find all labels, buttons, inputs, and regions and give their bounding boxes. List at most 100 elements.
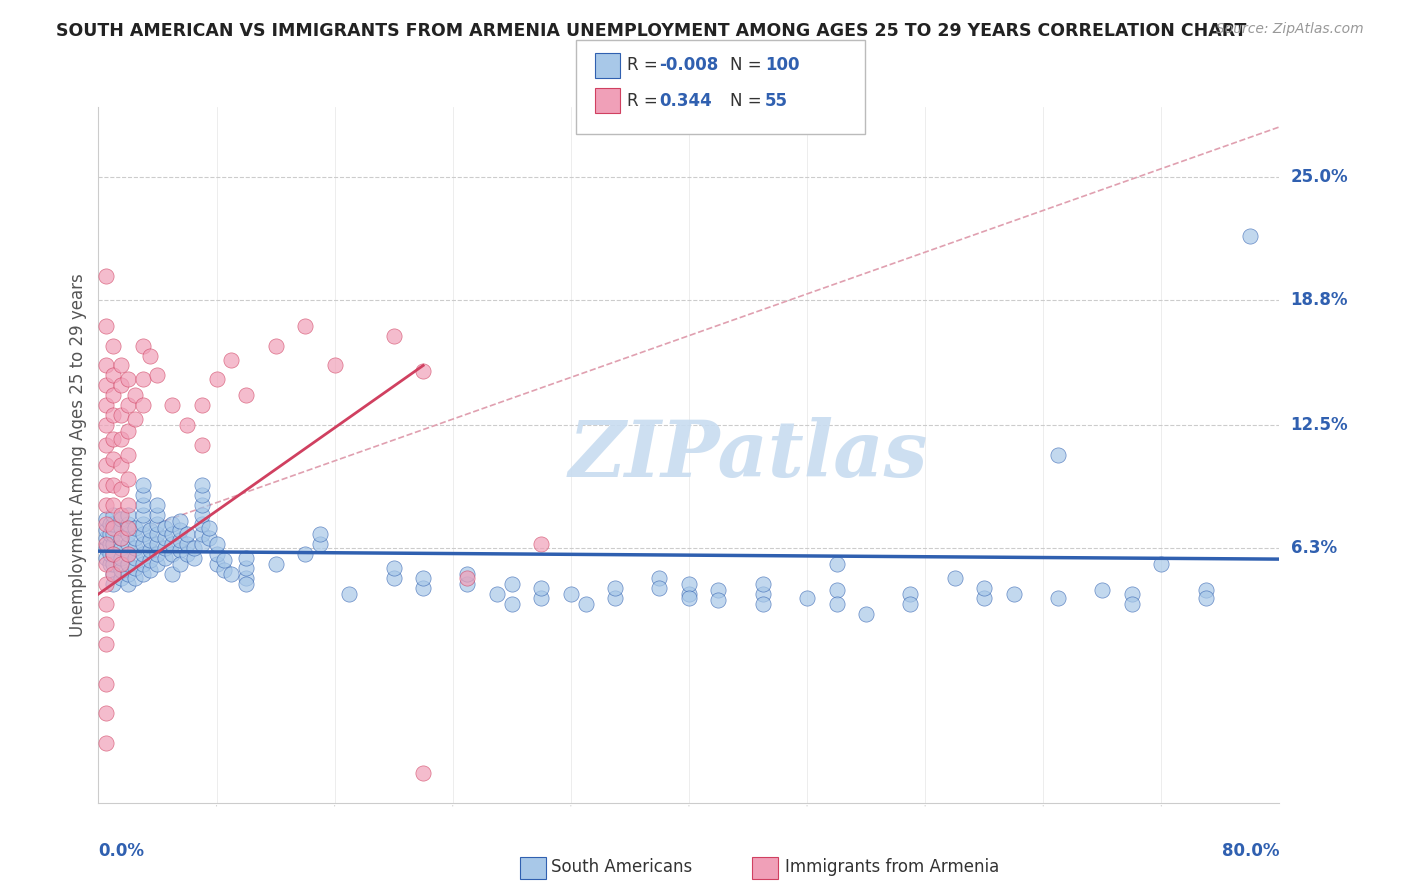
- Point: [103, 517, 125, 532]
- Point: [132, 537, 155, 551]
- Point: [456, 571, 478, 585]
- Point: [98, 527, 121, 541]
- Point: [110, 432, 132, 446]
- Text: 100: 100: [765, 56, 800, 74]
- Point: [103, 567, 125, 582]
- Point: [132, 477, 155, 491]
- Point: [117, 521, 139, 535]
- Text: 25.0%: 25.0%: [1291, 168, 1348, 186]
- Point: [153, 551, 176, 566]
- Point: [678, 591, 700, 605]
- Point: [103, 408, 125, 422]
- Point: [1002, 587, 1025, 601]
- Point: [169, 558, 191, 572]
- Point: [132, 488, 155, 502]
- Point: [103, 498, 125, 512]
- Point: [139, 533, 162, 548]
- Point: [162, 527, 183, 541]
- Point: [117, 472, 139, 486]
- Text: 12.5%: 12.5%: [1291, 416, 1348, 434]
- Text: R =: R =: [627, 56, 664, 74]
- Point: [973, 591, 995, 605]
- Point: [412, 581, 434, 595]
- Point: [191, 488, 214, 502]
- Point: [707, 593, 730, 607]
- Point: [412, 571, 434, 585]
- Point: [560, 587, 582, 601]
- Point: [124, 412, 146, 426]
- Point: [855, 607, 877, 621]
- Point: [94, 577, 117, 591]
- Point: [94, 477, 117, 491]
- Point: [486, 587, 509, 601]
- Point: [94, 706, 117, 721]
- Point: [183, 541, 205, 556]
- Point: [456, 567, 478, 582]
- Point: [751, 577, 773, 591]
- Point: [146, 508, 169, 522]
- Text: 0.0%: 0.0%: [98, 842, 145, 860]
- Point: [124, 521, 146, 535]
- Point: [169, 514, 191, 528]
- Point: [751, 597, 773, 611]
- Point: [235, 551, 257, 566]
- Point: [94, 318, 117, 333]
- Point: [825, 558, 848, 572]
- Point: [337, 587, 360, 601]
- Point: [1195, 591, 1218, 605]
- Point: [94, 541, 117, 556]
- Point: [132, 567, 155, 582]
- Point: [825, 583, 848, 598]
- Point: [235, 577, 257, 591]
- Point: [219, 352, 242, 367]
- Point: [146, 517, 169, 532]
- Point: [103, 547, 125, 561]
- Point: [94, 268, 117, 283]
- Point: [146, 498, 169, 512]
- Point: [530, 581, 553, 595]
- Point: [94, 511, 117, 525]
- Point: [212, 553, 235, 567]
- Point: [176, 418, 198, 433]
- Point: [110, 551, 132, 566]
- Point: [94, 359, 117, 373]
- Point: [94, 558, 117, 572]
- Point: [219, 567, 242, 582]
- Point: [605, 581, 627, 595]
- Point: [1195, 583, 1218, 598]
- Point: [648, 581, 671, 595]
- Point: [139, 543, 162, 558]
- Point: [132, 338, 155, 352]
- Point: [678, 587, 700, 601]
- Point: [1091, 583, 1114, 598]
- Point: [103, 521, 125, 535]
- Point: [191, 398, 214, 412]
- Point: [309, 537, 332, 551]
- Point: [117, 372, 139, 386]
- Point: [191, 477, 214, 491]
- Point: [162, 517, 183, 532]
- Point: [1121, 587, 1143, 601]
- Point: [169, 543, 191, 558]
- Point: [117, 508, 139, 522]
- Point: [117, 448, 139, 462]
- Point: [191, 508, 214, 522]
- Point: [456, 577, 478, 591]
- Point: [117, 547, 139, 561]
- Point: [117, 398, 139, 412]
- Point: [132, 372, 155, 386]
- Text: N =: N =: [730, 56, 766, 74]
- Text: -0.008: -0.008: [659, 56, 718, 74]
- Point: [94, 736, 117, 750]
- Point: [235, 561, 257, 575]
- Point: [235, 571, 257, 585]
- Point: [382, 571, 405, 585]
- Point: [264, 338, 287, 352]
- Point: [176, 527, 198, 541]
- Point: [94, 537, 117, 551]
- Point: [205, 558, 228, 572]
- Point: [110, 508, 132, 522]
- Point: [132, 547, 155, 561]
- Point: [605, 591, 627, 605]
- Point: [110, 521, 132, 535]
